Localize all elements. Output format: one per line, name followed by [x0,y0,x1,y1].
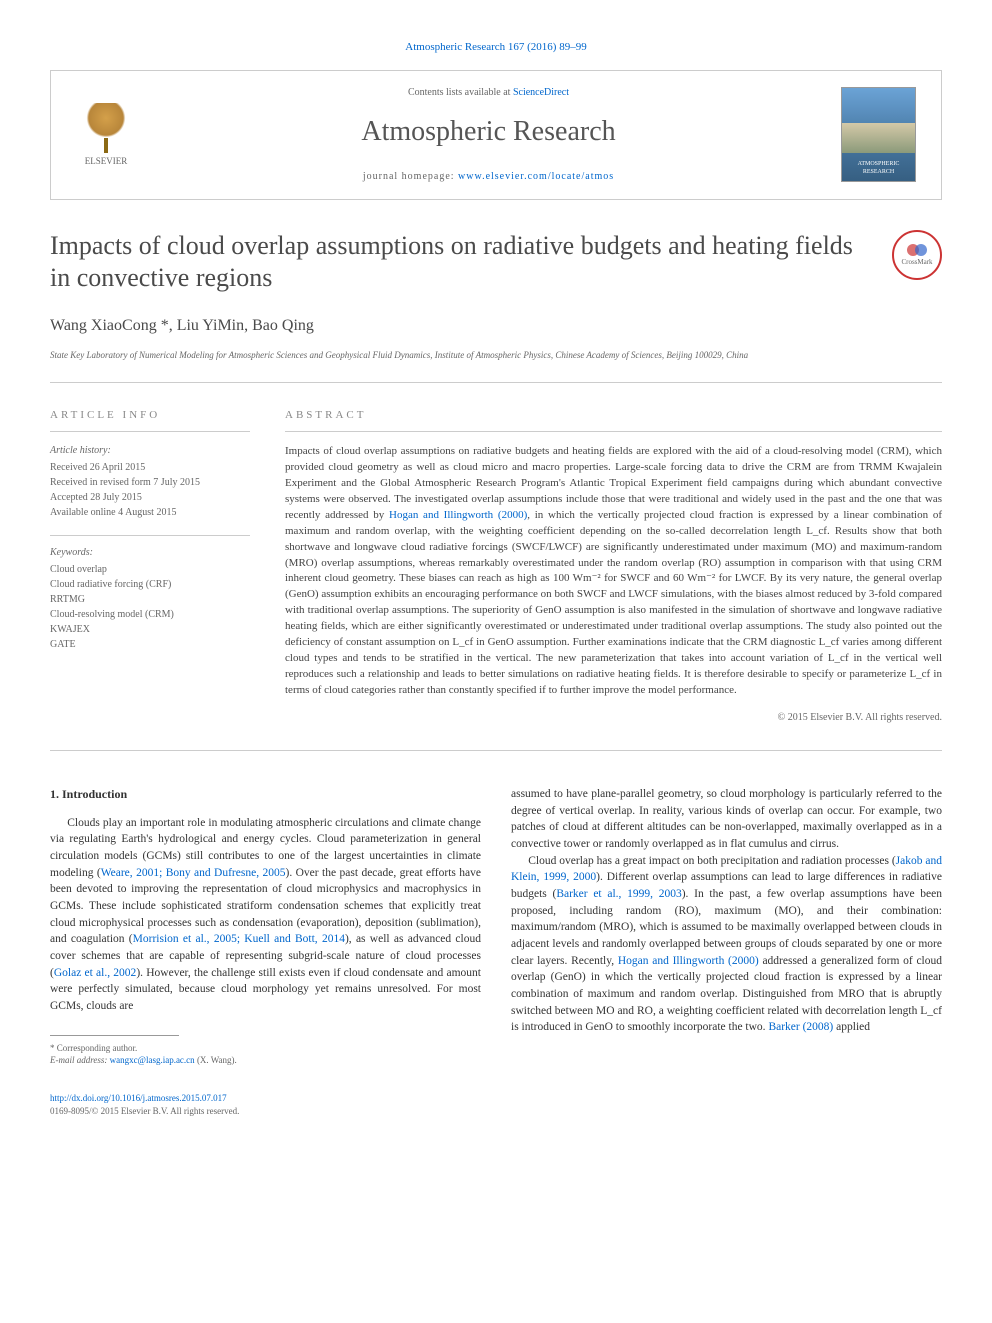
abstract-text: Impacts of cloud overlap assumptions on … [285,444,942,699]
email-label: E-mail address: [50,1055,110,1065]
journal-homepage-line: journal homepage: www.elsevier.com/locat… [136,170,841,184]
keyword-item: KWAJEX [50,622,250,637]
body-two-column: 1. Introduction Clouds play an important… [50,786,942,1067]
cover-label-bottom: RESEARCH [842,168,915,176]
body-paragraph: Clouds play an important role in modulat… [50,815,481,1015]
body-paragraph: Cloud overlap has a great impact on both… [511,853,942,1036]
article-info-heading: ARTICLE INFO [50,408,250,432]
section-heading-intro: 1. Introduction [50,786,481,803]
crossmark-label: CrossMark [901,258,932,268]
corresponding-author-footnote: * Corresponding author. [50,1042,481,1055]
issn-copyright-line: 0169-8095/© 2015 Elsevier B.V. All right… [50,1105,942,1118]
elsevier-tree-icon [81,103,131,153]
email-suffix: (X. Wang). [195,1055,237,1065]
crossmark-badge[interactable]: CrossMark [892,230,942,280]
abstract-copyright: © 2015 Elsevier B.V. All rights reserved… [285,711,942,725]
journal-homepage-link[interactable]: www.elsevier.com/locate/atmos [458,171,614,182]
history-item: Accepted 28 July 2015 [50,490,250,505]
author-email-link[interactable]: wangxc@lasg.iap.ac.cn [110,1055,195,1065]
keyword-item: RRTMG [50,592,250,607]
body-column-right: assumed to have plane-parallel geometry,… [511,786,942,1067]
homepage-prefix: journal homepage: [363,171,458,182]
history-label: Article history: [50,444,250,458]
citation-link[interactable]: Morrision et al., 2005; Kuell and Bott, … [133,933,345,945]
keyword-item: Cloud radiative forcing (CRF) [50,577,250,592]
article-title: Impacts of cloud overlap assumptions on … [50,230,872,295]
abstract-ref-link[interactable]: Hogan and Illingworth (2000) [389,509,527,521]
contents-list-line: Contents lists available at ScienceDirec… [136,86,841,100]
abstract-column: ABSTRACT Impacts of cloud overlap assump… [285,408,942,725]
page-footer: http://dx.doi.org/10.1016/j.atmosres.201… [50,1092,942,1117]
journal-header: ELSEVIER Contents lists available at Sci… [50,70,942,199]
abstract-heading: ABSTRACT [285,408,942,432]
cover-label-top: ATMOSPHERIC [842,160,915,168]
citation-link[interactable]: Weare, 2001; Bony and Dufresne, 2005 [101,867,286,879]
doi-link[interactable]: http://dx.doi.org/10.1016/j.atmosres.201… [50,1093,227,1103]
journal-reference: Atmospheric Research 167 (2016) 89–99 [50,40,942,55]
article-info-column: ARTICLE INFO Article history: Received 2… [50,408,250,725]
history-item: Available online 4 August 2015 [50,505,250,520]
body-column-left: 1. Introduction Clouds play an important… [50,786,481,1067]
keyword-item: Cloud-resolving model (CRM) [50,607,250,622]
affiliation: State Key Laboratory of Numerical Modeli… [50,349,942,383]
journal-name: Atmospheric Research [136,112,841,151]
history-item: Received 26 April 2015 [50,460,250,475]
body-text-part: applied [833,1021,870,1033]
citation-link[interactable]: Golaz et al., 2002 [54,967,136,979]
keywords-label: Keywords: [50,535,250,560]
sciencedirect-link[interactable]: ScienceDirect [513,87,569,98]
keyword-item: GATE [50,637,250,652]
body-paragraph: assumed to have plane-parallel geometry,… [511,786,942,853]
journal-cover-thumbnail: ATMOSPHERIC RESEARCH [841,87,916,182]
citation-link[interactable]: Barker et al., 1999, 2003 [556,888,681,900]
citation-link[interactable]: Barker (2008) [768,1021,833,1033]
citation-link[interactable]: Hogan and Illingworth (2000) [618,955,759,967]
abstract-part: , in which the vertically projected clou… [285,509,942,696]
history-item: Received in revised form 7 July 2015 [50,475,250,490]
crossmark-icon [905,242,929,258]
body-text-part: Cloud overlap has a great impact on both… [528,855,895,867]
email-footnote: E-mail address: wangxc@lasg.iap.ac.cn (X… [50,1054,481,1067]
keyword-item: Cloud overlap [50,562,250,577]
contents-prefix: Contents lists available at [408,87,513,98]
publisher-name: ELSEVIER [85,155,128,168]
publisher-logo: ELSEVIER [76,100,136,170]
authors-line: Wang XiaoCong *, Liu YiMin, Bao Qing [50,315,942,337]
footnote-separator [50,1035,179,1036]
